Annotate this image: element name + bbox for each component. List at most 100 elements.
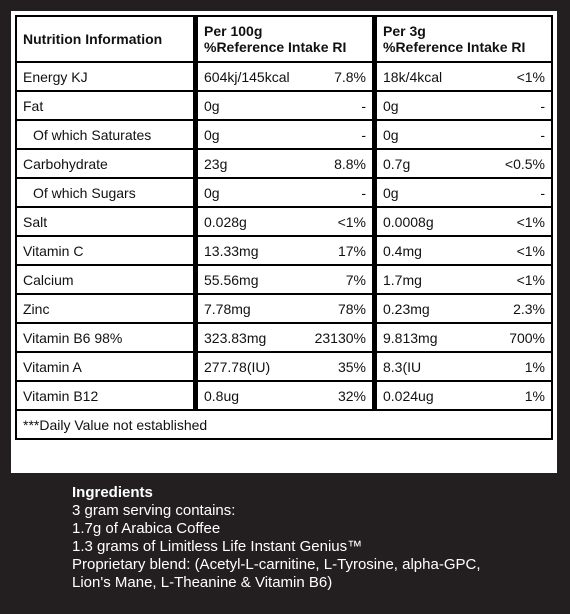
nutrition-panel: Nutrition Information Per 100g %Referenc…: [11, 11, 557, 473]
reference-intake: -: [361, 184, 366, 201]
reference-intake: <1%: [516, 242, 545, 259]
nutrition-table: Nutrition Information Per 100g %Referenc…: [15, 15, 553, 440]
per-100g-cell: 0g -: [194, 177, 377, 208]
nutrient-name: Salt: [15, 206, 198, 237]
value-pair: 55.56mg 7%: [204, 272, 366, 288]
table-body: Nutrition Information Per 100g %Referenc…: [15, 15, 553, 440]
reference-intake: -: [540, 184, 545, 201]
table-row: Zinc 7.78mg 78% 0.23mg 2.3%: [15, 293, 553, 324]
reference-intake: 17%: [337, 242, 366, 259]
nutrient-name: Energy KJ: [15, 61, 198, 92]
amount: 1.7mg: [383, 271, 422, 288]
nutrient-name: Vitamin A: [15, 351, 198, 382]
amount: 0g: [204, 97, 220, 114]
table-row: Vitamin B6 98% 323.83mg 23130% 9.813mg 700%: [15, 322, 553, 353]
value-pair: 604kj/145kcal 7.8%: [204, 69, 366, 85]
amount: 0.024ug: [383, 387, 434, 404]
amount: 604kj/145kcal: [204, 68, 290, 85]
header-line: Per 3g: [383, 23, 426, 39]
reference-intake: <1%: [516, 68, 545, 85]
reference-intake: -: [540, 97, 545, 114]
reference-intake: 1%: [524, 358, 545, 375]
table-row: Carbohydrate 23g 8.8% 0.7g <0.5%: [15, 148, 553, 179]
value-pair: 0.7g <0.5%: [383, 156, 545, 172]
amount: 18k/4kcal: [383, 68, 443, 85]
header-line: Per 100g: [204, 23, 263, 39]
amount: 7.78mg: [204, 300, 251, 317]
per-100g-cell: 55.56mg 7%: [194, 264, 377, 295]
per-100g-cell: 277.78(IU) 35%: [194, 351, 377, 382]
amount: 55.56mg: [204, 271, 259, 288]
nutrient-name: Zinc: [15, 293, 198, 324]
reference-intake: 78%: [337, 300, 366, 317]
value-pair: 277.78(IU) 35%: [204, 359, 366, 375]
ingredient-line: 1.7g of Arabica Coffee: [72, 520, 221, 537]
table-row: Vitamin C 13.33mg 17% 0.4mg <1%: [15, 235, 553, 266]
nutrient-name: Carbohydrate: [15, 148, 198, 179]
amount: 8.3(IU: [383, 358, 422, 375]
table-row: Salt 0.028g <1% 0.0008g <1%: [15, 206, 553, 237]
per-100g-cell: 0.028g <1%: [194, 206, 377, 237]
value-pair: 13.33mg 17%: [204, 243, 366, 259]
value-pair: 0g -: [204, 185, 366, 201]
reference-intake: 1%: [524, 387, 545, 404]
table-row: Vitamin A 277.78(IU) 35% 8.3(IU 1%: [15, 351, 553, 382]
amount: 323.83mg: [204, 329, 267, 346]
value-pair: 0g -: [204, 127, 366, 143]
reference-intake: 23130%: [314, 329, 366, 346]
header-cell: Nutrition Information: [15, 15, 198, 63]
value-pair: 0g -: [383, 98, 545, 114]
amount: 0g: [383, 126, 399, 143]
per-3g-cell: 0g -: [373, 119, 553, 150]
reference-intake: <0.5%: [504, 155, 545, 172]
per-100g-cell: 7.78mg 78%: [194, 293, 377, 324]
per-100g-cell: 0.8ug 32%: [194, 380, 377, 411]
amount: 0g: [204, 126, 220, 143]
value-pair: 18k/4kcal <1%: [383, 69, 545, 85]
amount: 0g: [383, 184, 399, 201]
amount: 0.028g: [204, 213, 247, 230]
reference-intake: -: [361, 97, 366, 114]
amount: 0.8ug: [204, 387, 240, 404]
header-cell: Per 3g %Reference Intake RI: [373, 15, 553, 63]
per-3g-cell: 8.3(IU 1%: [373, 351, 553, 382]
value-pair: 323.83mg 23130%: [204, 330, 366, 346]
value-pair: 8.3(IU 1%: [383, 359, 545, 375]
value-pair: 0.4mg <1%: [383, 243, 545, 259]
per-3g-cell: 0.0008g <1%: [373, 206, 553, 237]
header-row: Nutrition Information Per 100g %Referenc…: [15, 15, 553, 63]
nutrient-name: Vitamin B12: [15, 380, 198, 411]
table-row: Vitamin B12 0.8ug 32% 0.024ug 1%: [15, 380, 553, 411]
reference-intake: 7.8%: [334, 68, 366, 85]
nutrient-name: Vitamin C: [15, 235, 198, 266]
value-pair: 0.024ug 1%: [383, 388, 545, 404]
reference-intake: -: [540, 126, 545, 143]
per-3g-cell: 0.7g <0.5%: [373, 148, 553, 179]
amount: 0g: [383, 97, 399, 114]
amount: 0.4mg: [383, 242, 422, 259]
reference-intake: 32%: [337, 387, 366, 404]
value-pair: 7.78mg 78%: [204, 301, 366, 317]
header-line: %Reference Intake RI: [204, 39, 347, 55]
amount: 0g: [204, 184, 220, 201]
reference-intake: <1%: [337, 213, 366, 230]
per-3g-cell: 1.7mg <1%: [373, 264, 553, 295]
reference-intake: -: [361, 126, 366, 143]
per-3g-cell: 0.23mg 2.3%: [373, 293, 553, 324]
value-pair: 0g -: [383, 185, 545, 201]
table-row: Energy KJ 604kj/145kcal 7.8% 18k/4kcal <1%: [15, 61, 553, 92]
per-100g-cell: 323.83mg 23130%: [194, 322, 377, 353]
per-3g-cell: 9.813mg 700%: [373, 322, 553, 353]
reference-intake: <1%: [516, 271, 545, 288]
table-row: Of which Sugars 0g -0g -: [15, 177, 553, 208]
per-100g-cell: 23g 8.8%: [194, 148, 377, 179]
reference-intake: 8.8%: [334, 155, 366, 172]
nutrient-name: Of which Saturates: [15, 119, 198, 150]
per-3g-cell: 0g -: [373, 177, 553, 208]
per-3g-cell: 18k/4kcal <1%: [373, 61, 553, 92]
value-pair: 9.813mg 700%: [383, 330, 545, 346]
value-pair: 0.0008g <1%: [383, 214, 545, 230]
value-pair: 0g -: [383, 127, 545, 143]
amount: 9.813mg: [383, 329, 438, 346]
